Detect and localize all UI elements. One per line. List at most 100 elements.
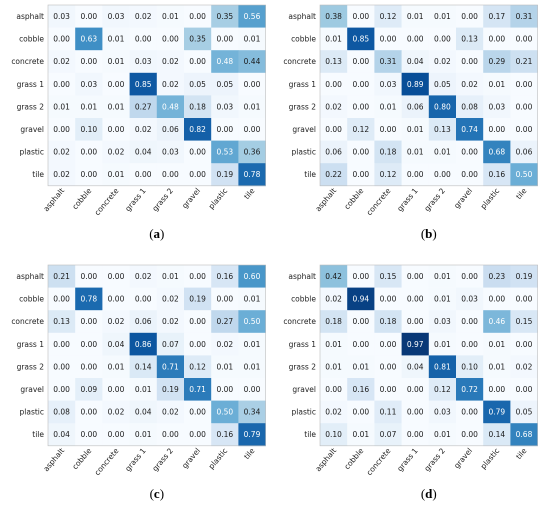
cell-value-label: 0.00 (380, 35, 397, 44)
cell-value-label: 0.35 (189, 35, 206, 44)
cell-value-label: 0.01 (135, 430, 152, 439)
heatmap-cell (184, 27, 212, 51)
cell-value-label: 0.04 (407, 362, 424, 371)
heatmap-cell (75, 95, 103, 119)
heatmap-cell (374, 355, 402, 379)
cell-value-label: 0.08 (53, 408, 70, 417)
cell-value-label: 0.04 (135, 408, 152, 417)
row-tick-label: tile (304, 430, 316, 439)
cell-value-label: 0.00 (407, 385, 424, 394)
cell-value-label: 0.00 (488, 125, 505, 134)
cell-value-label: 0.01 (135, 385, 152, 394)
cell-value-label: 0.18 (325, 317, 342, 326)
row-tick-label: gravel (20, 125, 44, 134)
heatmap-cell (374, 95, 402, 119)
cell-value-label: 0.53 (216, 148, 233, 157)
cell-value-label: 0.01 (325, 362, 342, 371)
row-tick-label: asphalt (16, 272, 44, 281)
cell-value-label: 0.01 (434, 148, 451, 157)
heatmap-cell (347, 140, 375, 164)
heatmap-cell (320, 287, 348, 311)
heatmap-cell (129, 332, 158, 356)
heatmap-cell (211, 72, 239, 96)
cell-value-label: 0.10 (325, 430, 342, 439)
heatmap-cell (401, 310, 430, 334)
heatmap-cell (347, 310, 375, 334)
heatmap-cell (75, 72, 103, 96)
heatmap-cell (401, 95, 430, 119)
heatmap-cell (156, 27, 185, 51)
heatmap-cell (48, 287, 76, 311)
heatmap-cell (320, 95, 348, 119)
cell-value-label: 0.01 (108, 102, 125, 111)
heatmap-cell (238, 265, 266, 288)
heatmap-cell (48, 310, 76, 334)
cell-value-label: 0.00 (53, 340, 70, 349)
cell-value-label: 0.00 (80, 148, 97, 157)
heatmap-cell (238, 163, 266, 187)
cell-value-label: 0.09 (80, 385, 97, 394)
row-tick-label: cobble (19, 295, 44, 304)
heatmap-cell (75, 287, 103, 311)
cell-value-label: 0.00 (461, 170, 478, 179)
heatmap-cell (456, 5, 484, 28)
cell-value-label: 0.00 (108, 385, 125, 394)
heatmap-cell (129, 27, 158, 51)
cell-value-label: 0.00 (53, 362, 70, 371)
cell-value-label: 0.00 (135, 35, 152, 44)
row-tick-label: plastic (292, 148, 317, 157)
heatmap-cell (102, 265, 130, 288)
heatmap-cell (347, 95, 375, 119)
cell-value-label: 0.00 (244, 385, 261, 394)
heatmap-cell (102, 72, 130, 96)
heatmap-cell (184, 118, 212, 141)
column-tick-label: cobble (342, 446, 365, 471)
heatmap-cell (456, 423, 484, 447)
cell-value-label: 0.02 (325, 295, 342, 304)
heatmap-cell (156, 378, 185, 401)
cell-value-label: 0.00 (516, 295, 533, 304)
heatmap-cell (347, 72, 375, 96)
heatmap-cell (483, 265, 511, 288)
cell-value-label: 0.18 (189, 102, 206, 111)
heatmap-cell (48, 355, 76, 379)
heatmap-cell (238, 332, 266, 356)
heatmap-cell (320, 310, 348, 334)
heatmap-cell (129, 310, 158, 334)
heatmap-cell (102, 140, 130, 164)
panel-caption: (a) (149, 226, 164, 241)
heatmap-cell (320, 140, 348, 164)
cell-value-label: 0.85 (135, 80, 152, 89)
row-tick-label: grass 1 (17, 80, 45, 89)
cell-value-label: 0.10 (461, 362, 478, 371)
cell-value-label: 0.04 (108, 340, 125, 349)
cell-value-label: 0.01 (407, 125, 424, 134)
cell-value-label: 0.01 (488, 362, 505, 371)
cell-value-label: 0.31 (380, 57, 397, 66)
heatmap-cell (483, 287, 511, 311)
heatmap-cell (374, 265, 402, 288)
cell-value-label: 0.00 (352, 340, 369, 349)
column-tick-label: tile (242, 186, 257, 201)
column-tick-label: concrete (365, 186, 393, 217)
cell-value-label: 0.02 (53, 148, 70, 157)
heatmap-cell (483, 378, 511, 401)
cell-value-label: 0.01 (488, 340, 505, 349)
heatmap-cell (456, 332, 484, 356)
heatmap-cell (510, 163, 538, 187)
heatmap-cell (184, 265, 212, 288)
heatmap-cell (156, 72, 185, 96)
cell-value-label: 0.01 (434, 272, 451, 281)
heatmap-cell (129, 5, 158, 28)
cell-value-label: 0.01 (244, 340, 261, 349)
cell-value-label: 0.01 (162, 12, 179, 21)
heatmap-cell (428, 423, 457, 447)
row-tick-label: cobble (291, 295, 316, 304)
cell-value-label: 0.02 (434, 57, 451, 66)
cell-value-label: 0.03 (135, 57, 152, 66)
cell-value-label: 0.00 (352, 408, 369, 417)
heatmap-cell (428, 332, 457, 356)
cell-value-label: 0.13 (434, 125, 451, 134)
cell-value-label: 0.02 (461, 80, 478, 89)
heatmap-cell (156, 5, 185, 28)
